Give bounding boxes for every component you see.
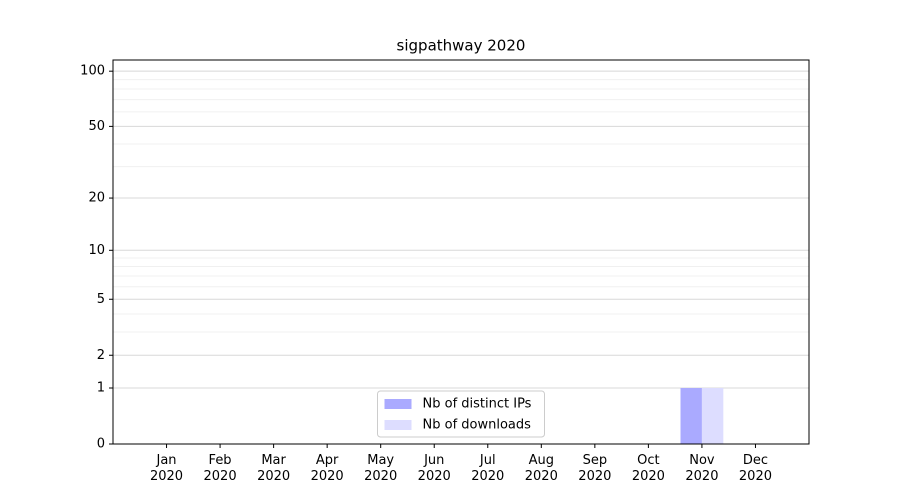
y-tick-label: 5: [97, 292, 105, 307]
x-tick-label: May 2020: [364, 453, 398, 484]
y-tick-label: 2: [97, 348, 105, 363]
bar: [701, 388, 724, 444]
legend-swatch: [384, 399, 412, 409]
legend-label: Nb of downloads: [423, 418, 532, 433]
y-tick-label: 20: [88, 191, 105, 206]
bar: [680, 388, 702, 444]
y-tick-label: 100: [80, 64, 105, 79]
x-tick-label: Dec 2020: [738, 453, 772, 484]
x-tick-label: Jan 2020: [149, 453, 184, 484]
y-tick-label: 1: [97, 381, 105, 396]
legend-label: Nb of distinct IPs: [423, 397, 532, 412]
x-tick-label: Sep 2020: [578, 453, 612, 484]
legend-swatch: [384, 420, 412, 430]
x-tick-label: Apr 2020: [310, 453, 344, 484]
y-tick-label: 0: [97, 437, 105, 452]
x-tick-label: Oct 2020: [631, 453, 665, 484]
y-tick-label: 50: [88, 119, 105, 134]
x-tick-label: Jun 2020: [417, 453, 451, 484]
x-tick-label: Feb 2020: [203, 453, 237, 484]
legend: Nb of distinct IPs Nb of downloads: [377, 390, 545, 438]
x-tick-label: Mar 2020: [257, 453, 291, 484]
chart-title: sigpathway 2020: [397, 37, 526, 55]
x-tick-label: Nov 2020: [685, 453, 719, 484]
y-tick-label: 10: [88, 243, 105, 258]
x-tick-label: Jul 2020: [471, 453, 505, 484]
x-tick-label: Aug 2020: [524, 453, 558, 484]
legend-box: [377, 390, 545, 438]
plot-frame: [112, 59, 810, 445]
